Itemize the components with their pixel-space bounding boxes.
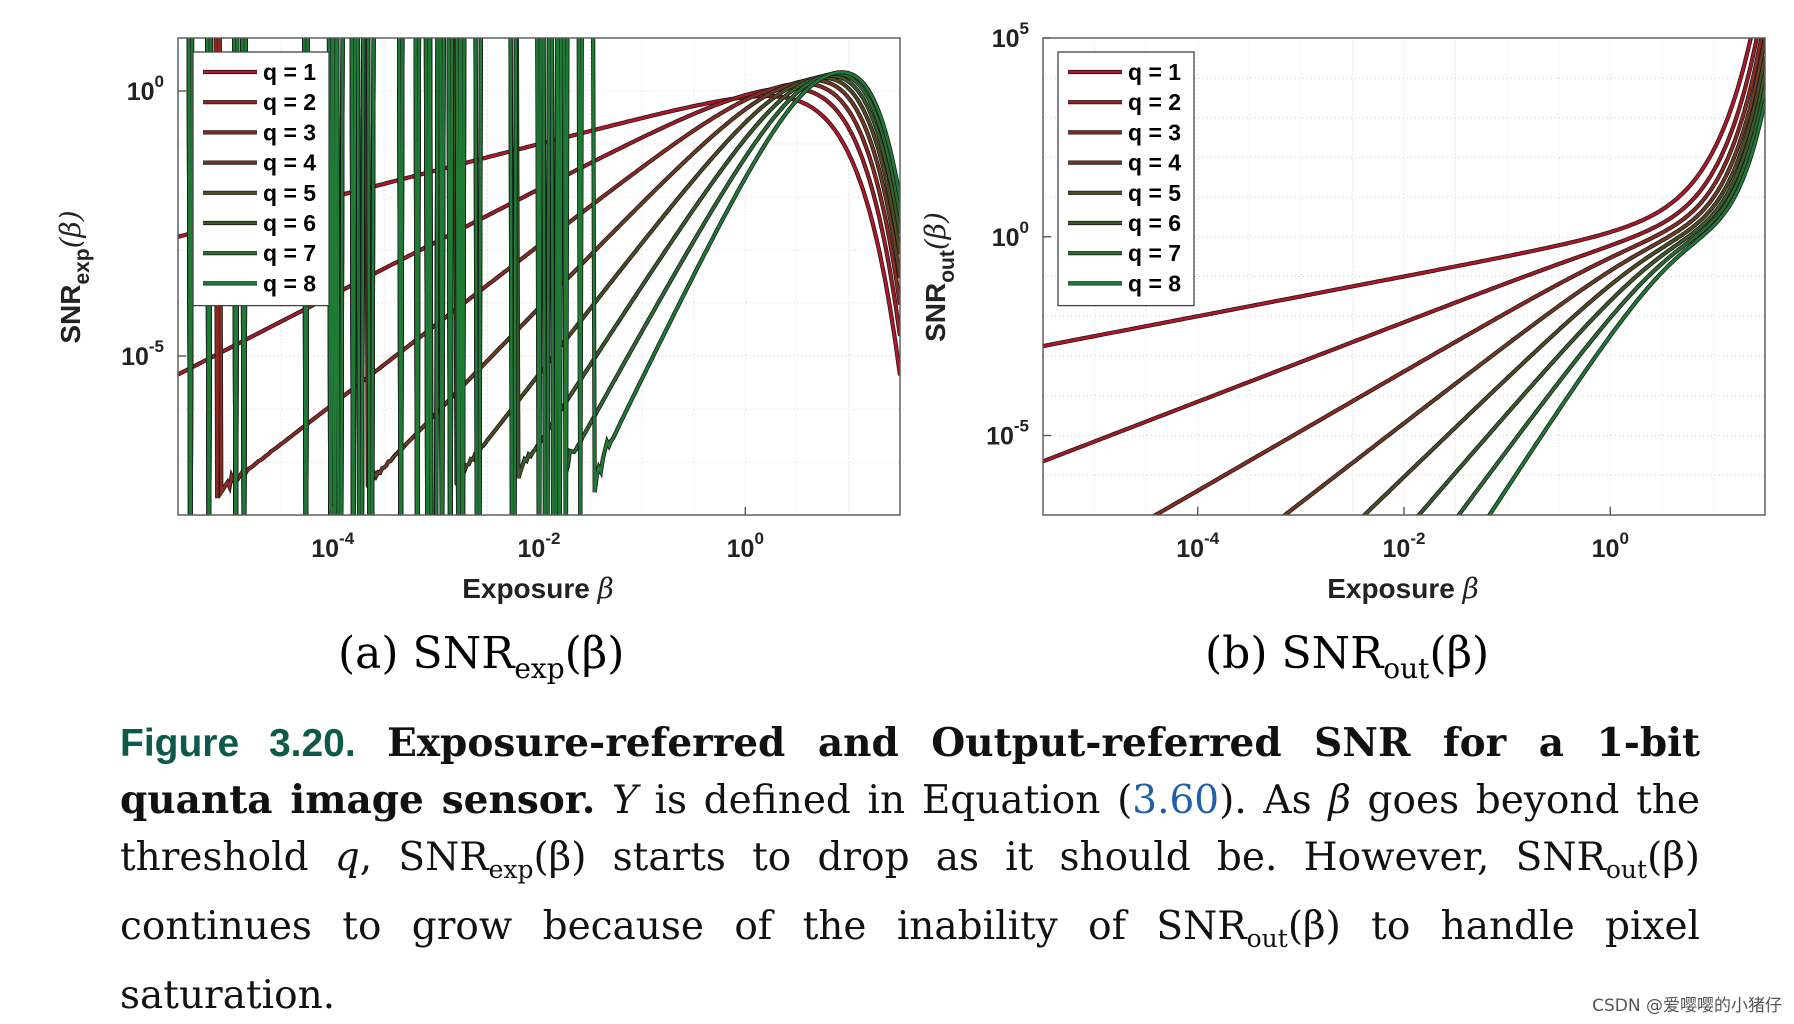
x-axis-label-a: Exposure β xyxy=(462,572,614,605)
series-line-b-q5 xyxy=(1362,56,1765,515)
y-tick-label-b: 10-5 xyxy=(986,417,1029,451)
series-line-b-q3 xyxy=(1153,38,1763,515)
legend-label-b-q6: q = 6 xyxy=(1128,210,1181,236)
y-axis-label-a: SNRexp(β) xyxy=(54,210,94,343)
series-line-b-q4 xyxy=(1282,38,1765,515)
legend-label-a-q5: q = 5 xyxy=(263,180,316,206)
series-group-b xyxy=(1043,38,1765,515)
subcaption-b: (b) SNRout(β) xyxy=(1205,628,1490,685)
series-group-a xyxy=(178,38,900,515)
series-line-a-q7 xyxy=(187,38,900,515)
series-line-b-q6 xyxy=(1417,72,1765,515)
legend-label-a-q4: q = 4 xyxy=(263,150,316,176)
subcaption-a: (a) SNRexp(β) xyxy=(338,628,625,685)
chart-area: 10-4 10-2 100 100 10-5 Exposure β SNRexp(β) q =… xyxy=(54,19,1766,605)
series-line-a-q8 xyxy=(187,38,900,515)
x-tick-label-b: 10-2 xyxy=(1383,529,1426,563)
watermark: CSDN @爱嘤嘤的小猪仔 xyxy=(1592,996,1782,1016)
legend-label-a-q3: q = 3 xyxy=(263,119,316,145)
legend-b: q = 1 q = 2 q = 3 q = 4 q = 5 q = 6 q = 7 q = 8 xyxy=(1057,51,1195,307)
legend-label-a-q6: q = 6 xyxy=(263,210,316,236)
series-line-b-q1 xyxy=(1043,38,1753,348)
legend-label-a-q1: q = 1 xyxy=(263,59,316,85)
y-tick-label-a: 100 xyxy=(127,72,164,106)
legend-label-b-q7: q = 7 xyxy=(1128,240,1181,266)
series-line-b-q7 xyxy=(1457,87,1765,515)
legend-a: q = 1 q = 2 q = 3 q = 4 q = 5 q = 6 q = 7 q = 8 xyxy=(192,51,330,307)
legend-label-a-q8: q = 8 xyxy=(263,270,316,296)
legend-label-a-q2: q = 2 xyxy=(263,89,316,115)
x-tick-label-a: 10-2 xyxy=(518,529,561,563)
x-tick-label-a: 100 xyxy=(727,529,764,563)
y-tick-label-b: 100 xyxy=(992,218,1029,252)
x-tick-label-a: 10-4 xyxy=(311,529,354,563)
x-tick-label-b: 100 xyxy=(1592,529,1629,563)
y-tick-label-b: 105 xyxy=(992,19,1029,53)
figure-label: Figure 3.20. xyxy=(120,722,356,765)
legend-label-b-q4: q = 4 xyxy=(1128,150,1181,176)
legend-box-a xyxy=(192,51,330,307)
x-tick-label-b: 10-4 xyxy=(1176,529,1219,563)
series-line-b-q8 xyxy=(1487,100,1765,515)
legend-box-b xyxy=(1057,51,1195,307)
legend-label-b-q8: q = 8 xyxy=(1128,270,1181,296)
y-axis-label-b: SNRout(β) xyxy=(919,212,959,342)
figure-title: Exposure-referred and Output-referred SN… xyxy=(120,720,1700,823)
chart-a: 10-4 10-2 100 100 10-5 Exposure β SNRexp(β) q =… xyxy=(54,37,901,605)
legend-label-a-q7: q = 7 xyxy=(263,240,316,266)
legend-label-b-q1: q = 1 xyxy=(1128,59,1181,85)
y-tick-label-a: 10-5 xyxy=(121,337,164,371)
series-line-b-q2 xyxy=(1043,38,1759,463)
legend-label-b-q2: q = 2 xyxy=(1128,89,1181,115)
chart-b: 10-4 10-2 100 105 100 10-5 Exposure β SNRout(β)… xyxy=(919,19,1766,605)
equation-reference-link[interactable]: 3.60 xyxy=(1132,778,1220,823)
legend-label-b-q5: q = 5 xyxy=(1128,180,1181,206)
legend-label-b-q3: q = 3 xyxy=(1128,119,1181,145)
figure-caption: Figure 3.20. Exposure-referred and Outpu… xyxy=(120,720,1701,1018)
x-axis-label-b: Exposure β xyxy=(1327,572,1479,605)
